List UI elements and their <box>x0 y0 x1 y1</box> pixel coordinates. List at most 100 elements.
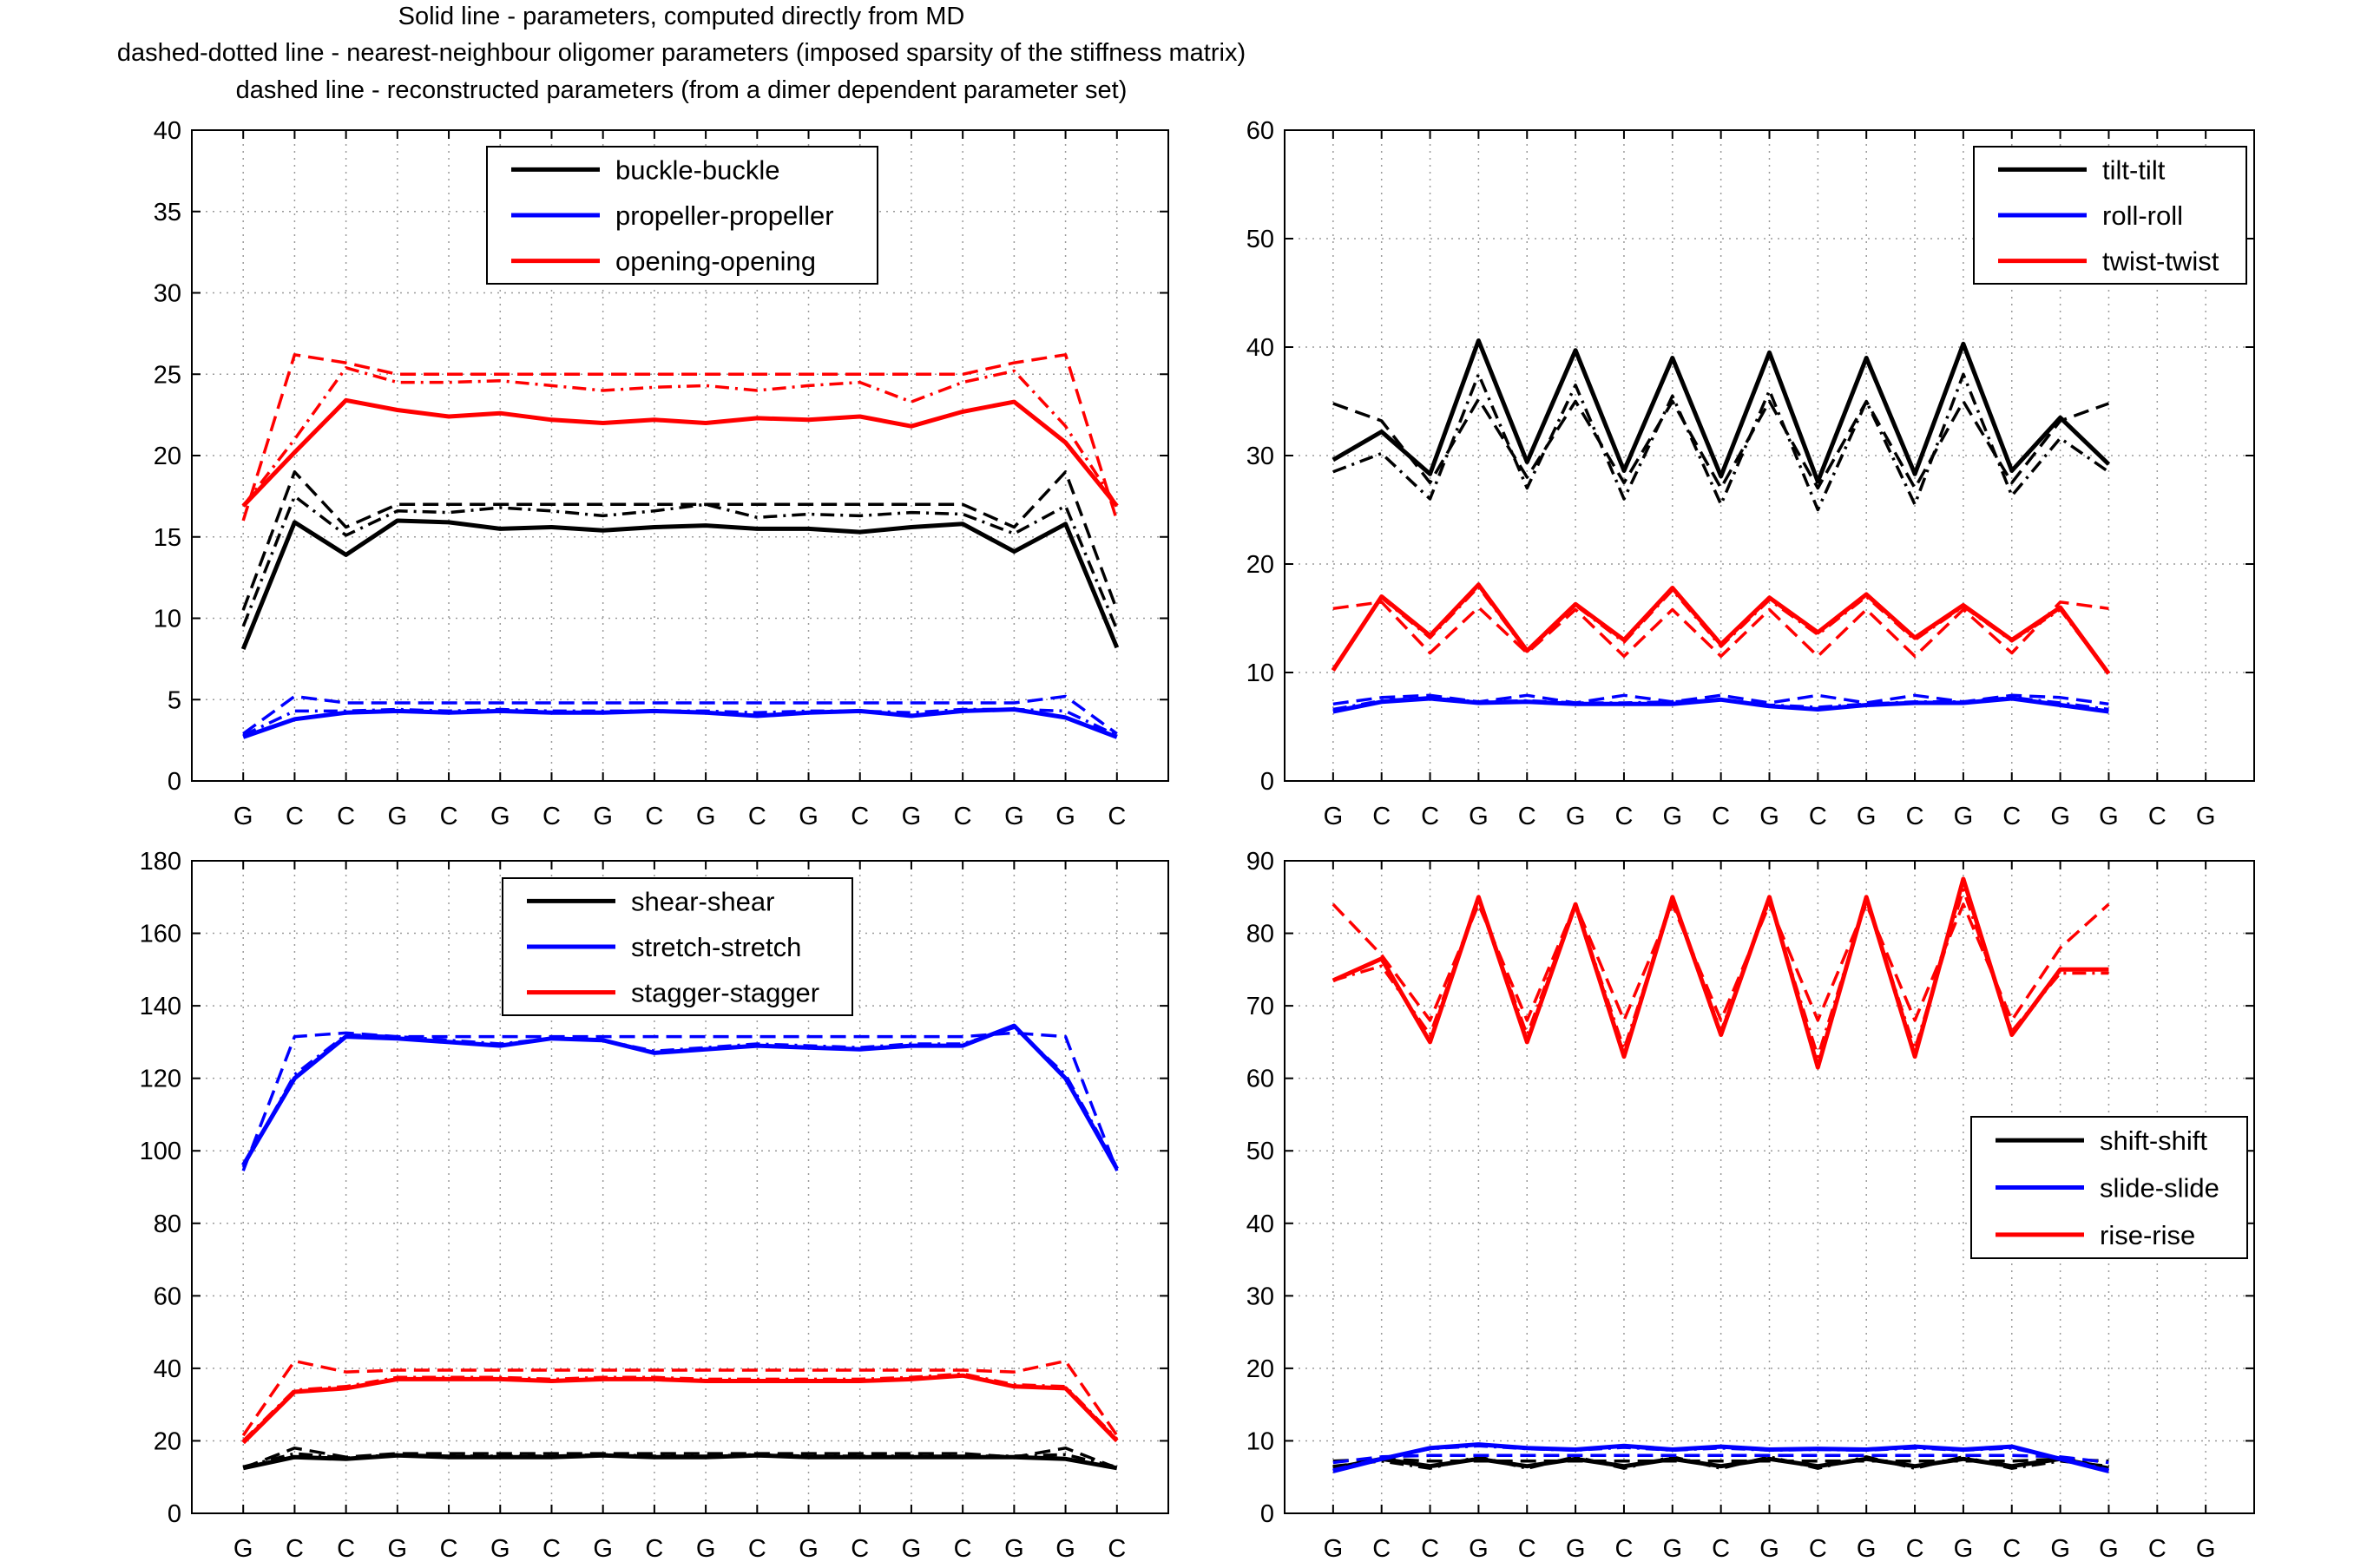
x-tick-label: G <box>388 1535 408 1563</box>
series-line-series-9-dashed <box>1332 600 2109 659</box>
series-line-propeller-propeller <box>242 707 1118 739</box>
legend-label: stagger-stagger <box>631 978 819 1008</box>
x-tick-label: C <box>954 803 972 830</box>
y-tick-label: 160 <box>140 921 181 948</box>
series-line-series-6-dashed <box>1332 693 2109 706</box>
header-line-1: Solid line - parameters, computed direct… <box>398 3 965 30</box>
y-tick-label: 40 <box>1246 1210 1274 1238</box>
series-line-series-6-dashed <box>1332 1453 2109 1465</box>
series-line-series-8-dashdot <box>241 1372 1119 1442</box>
series-line-opening-opening <box>241 397 1119 508</box>
x-tick-label: C <box>1809 803 1827 830</box>
x-tick-label: G <box>1469 1535 1489 1563</box>
y-tick-label: 120 <box>140 1066 181 1093</box>
y-tick-label: 50 <box>1246 1138 1274 1165</box>
series-line-roll-roll <box>1332 696 2109 714</box>
x-tick-label: C <box>337 803 355 830</box>
y-tick-label: 10 <box>154 606 181 633</box>
y-tick-label: 140 <box>140 993 181 1020</box>
x-tick-label: G <box>1954 803 1974 830</box>
y-tick-label: 40 <box>1246 334 1274 362</box>
legend-label: tilt-tilt <box>2102 154 2166 185</box>
x-tick-label: G <box>902 1535 922 1563</box>
x-tick-label: C <box>1108 1535 1126 1563</box>
x-tick-label: C <box>1372 1535 1391 1563</box>
y-tick-label: 0 <box>168 768 181 796</box>
series-line-series-8-dashdot <box>1332 585 2110 675</box>
x-tick-label: C <box>851 1535 869 1563</box>
x-tick-label: C <box>748 1535 766 1563</box>
series-line-series-2-dashdot <box>1332 372 2110 512</box>
x-tick-label: G <box>233 1535 253 1563</box>
x-tick-label: G <box>1566 803 1586 830</box>
series-line-series-5-dashdot <box>241 1026 1119 1168</box>
legend: tilt-tilt roll-roll twist-twist <box>1973 146 2247 285</box>
y-tick-label: 80 <box>154 1210 181 1238</box>
x-tick-label: C <box>2002 1535 2021 1563</box>
x-tick-label: C <box>2148 803 2167 830</box>
y-tick-label: 30 <box>154 280 181 308</box>
x-tick-label: G <box>696 1535 716 1563</box>
plot-frame <box>191 860 1169 1514</box>
x-tick-label: C <box>1614 1535 1633 1563</box>
series-line-slide-slide <box>1332 1442 2110 1473</box>
y-tick-label: 60 <box>1246 117 1274 145</box>
legend-label: slide-slide <box>2100 1173 2219 1204</box>
legend-label: shear-shear <box>631 886 774 916</box>
chart-1: 0 5 10 15 20 25 30 35 40 G C C G C G C G C G C G C G C G G Cbuckle… <box>154 117 1169 830</box>
x-tick-label: C <box>1518 803 1536 830</box>
y-tick-label: 10 <box>1246 659 1274 687</box>
y-tick-label: 20 <box>1246 1355 1274 1383</box>
x-tick-label: C <box>645 803 663 830</box>
series-line-buckle-buckle <box>240 518 1120 651</box>
x-tick-label: G <box>1566 1535 1586 1563</box>
x-tick-label: C <box>1614 803 1633 830</box>
x-tick-label: C <box>954 1535 972 1563</box>
x-tick-label: G <box>388 803 408 830</box>
x-tick-label: C <box>1906 803 1924 830</box>
series-line-series-3-dashed <box>242 1447 1118 1470</box>
y-tick-label: 40 <box>154 1355 181 1383</box>
y-tick-label: 60 <box>154 1283 181 1310</box>
series-line-series-5-dashdot <box>242 707 1118 738</box>
legend-label: propeller-propeller <box>615 200 834 231</box>
chart-3: 0 20 40 60 80 100 120 140 160 180 G C C G C G C G C G C G C G C G… <box>140 848 1169 1563</box>
series-line-series-9-dashed <box>241 1359 1119 1437</box>
x-tick-label: C <box>286 1535 304 1563</box>
x-tick-label: C <box>2002 803 2021 830</box>
y-tick-label: 0 <box>1260 1500 1274 1528</box>
y-tick-label: 60 <box>1246 1066 1274 1093</box>
x-tick-label: G <box>902 803 922 830</box>
legend-label: stretch-stretch <box>631 932 801 962</box>
x-tick-label: G <box>1004 1535 1024 1563</box>
y-tick-label: 0 <box>1260 768 1274 796</box>
x-tick-label: C <box>1712 1535 1730 1563</box>
x-tick-label: C <box>1421 1535 1439 1563</box>
y-tick-label: 35 <box>154 199 181 226</box>
y-tick-label: 100 <box>140 1138 181 1165</box>
x-tick-label: G <box>2099 803 2119 830</box>
x-tick-label: G <box>490 803 510 830</box>
x-tick-label: C <box>1372 803 1391 830</box>
legend-label: opening-opening <box>615 246 816 277</box>
x-tick-label: C <box>2148 1535 2167 1563</box>
x-tick-label: C <box>851 803 869 830</box>
y-tick-label: 20 <box>154 1427 181 1455</box>
series-line-series-9-dashed <box>241 353 1119 522</box>
series-line-series-8-dashdot <box>1332 888 2109 1059</box>
header-line-2: dashed-dotted line - nearest-neighbour o… <box>117 39 1246 67</box>
x-tick-label: G <box>1857 803 1877 830</box>
x-tick-label: C <box>337 1535 355 1563</box>
x-tick-label: C <box>1518 1535 1536 1563</box>
x-tick-label: G <box>2196 1535 2216 1563</box>
x-tick-label: G <box>1759 1535 1779 1563</box>
x-tick-label: G <box>1663 803 1683 830</box>
y-tick-label: 5 <box>168 686 181 714</box>
x-tick-label: G <box>1954 1535 1974 1563</box>
legend: shear-shear stretch-stretch stagger-stagge… <box>502 877 853 1016</box>
series-line-series-8-dashdot <box>241 366 1119 508</box>
x-tick-label: G <box>2050 1535 2070 1563</box>
legend-label: twist-twist <box>2102 246 2219 277</box>
series-line-series-3-dashed <box>1332 397 2109 490</box>
